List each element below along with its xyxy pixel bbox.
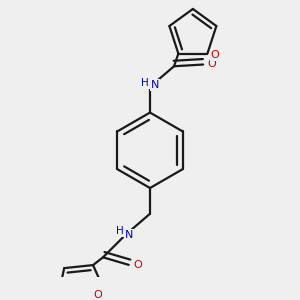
Text: N: N — [125, 230, 134, 240]
Text: O: O — [93, 290, 102, 300]
Text: O: O — [211, 50, 219, 60]
Text: N: N — [151, 80, 159, 90]
Text: O: O — [133, 260, 142, 270]
Text: O: O — [207, 59, 216, 69]
Text: H: H — [116, 226, 123, 236]
Text: H: H — [141, 78, 149, 88]
